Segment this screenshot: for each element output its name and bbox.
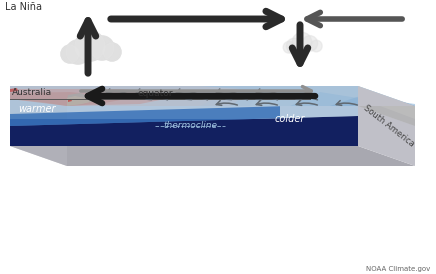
Polygon shape [358,106,415,126]
Circle shape [90,36,114,60]
Circle shape [310,40,322,52]
Polygon shape [200,88,270,106]
Circle shape [90,36,114,60]
Circle shape [302,36,317,51]
Polygon shape [10,146,415,166]
Circle shape [61,45,79,63]
Circle shape [103,43,121,61]
Circle shape [66,40,90,64]
Polygon shape [10,89,170,106]
Polygon shape [67,93,95,106]
Polygon shape [10,86,358,119]
Circle shape [292,32,312,52]
Text: colder: colder [275,114,305,124]
Text: La Niña: La Niña [5,2,42,12]
Text: Australia: Australia [12,88,52,97]
Polygon shape [68,99,72,102]
Polygon shape [10,116,358,146]
Polygon shape [380,106,415,119]
Polygon shape [10,92,120,106]
Text: equator: equator [137,89,173,98]
Polygon shape [10,86,240,106]
Circle shape [103,43,121,61]
Polygon shape [10,106,280,126]
Polygon shape [290,92,415,106]
Circle shape [283,41,295,53]
Polygon shape [10,119,358,146]
Polygon shape [250,86,415,106]
Polygon shape [330,96,415,106]
Text: South America: South America [362,104,416,149]
Polygon shape [10,86,358,126]
Circle shape [286,38,302,54]
Circle shape [75,31,105,61]
Polygon shape [358,106,415,126]
Polygon shape [358,86,415,166]
Polygon shape [10,86,415,106]
Polygon shape [10,86,358,146]
Polygon shape [10,139,358,146]
Circle shape [75,31,105,61]
Polygon shape [10,86,67,166]
Polygon shape [10,88,18,92]
Text: NOAA Climate.gov: NOAA Climate.gov [366,266,430,272]
Circle shape [61,45,79,63]
Circle shape [66,40,90,64]
Polygon shape [10,86,240,106]
Text: thermocline: thermocline [163,121,217,130]
Text: warmer: warmer [18,104,55,114]
Polygon shape [67,96,90,106]
